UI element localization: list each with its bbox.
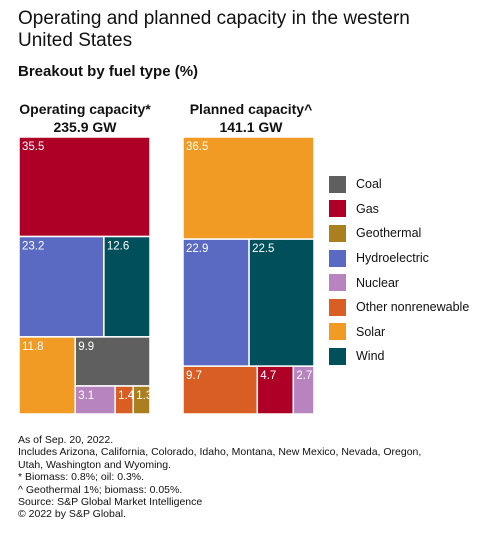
planned-cell-other-nonrenewable xyxy=(182,365,259,415)
legend: Coal Gas Geothermal Hydroelectric Nuclea… xyxy=(329,172,469,369)
footnote-copyright: © 2022 by S&P Global. xyxy=(18,508,126,521)
legend-swatch-gas xyxy=(329,200,346,218)
planned-label-nuclear: 2.7 xyxy=(296,370,312,382)
legend-swatch-wind xyxy=(329,347,346,365)
operating-label-nuclear: 3.1 xyxy=(78,390,94,402)
legend-label-geothermal: Geothermal xyxy=(356,226,422,241)
legend-swatch-hydroelectric xyxy=(329,249,346,267)
operating-label-geothermal: 1.3 xyxy=(136,390,152,402)
operating-cell-wind xyxy=(103,235,151,338)
operating-label-hydroelectric: 23.2 xyxy=(22,241,44,253)
legend-item-geothermal: Geothermal xyxy=(329,221,469,246)
legend-swatch-coal xyxy=(329,175,346,193)
footnote-date: As of Sep. 20, 2022. xyxy=(18,434,114,446)
planned-label-solar: 36.5 xyxy=(186,141,208,153)
legend-label-solar: Solar xyxy=(356,324,386,339)
planned-cell-gas xyxy=(256,365,295,415)
operating-cell-gas xyxy=(18,136,151,238)
operating-label-gas: 35.5 xyxy=(22,141,44,153)
planned-cell-hydroelectric xyxy=(182,238,250,367)
legend-label-nuclear: Nuclear xyxy=(356,275,400,290)
legend-item-coal: Coal xyxy=(329,172,469,197)
operating-label-solar: 11.8 xyxy=(22,341,44,353)
footnote-planned: ^ Geothermal 1%; biomass: 0.05%. xyxy=(18,483,183,496)
planned-header: Planned capacity^ 141.1 GW xyxy=(166,100,336,136)
planned-title: Planned capacity^ xyxy=(189,101,313,117)
legend-label-other-nonrenewable: Other nonrenewable xyxy=(356,300,470,315)
footnote-states-line1: Includes Arizona, California, Colorado, … xyxy=(18,446,422,459)
legend-swatch-other-nonrenewable xyxy=(329,298,346,316)
legend-label-coal: Coal xyxy=(356,177,382,192)
planned-label-gas: 4.7 xyxy=(260,370,276,382)
operating-label-other-nonrenewable: 1.4 xyxy=(118,390,135,402)
operating-cell-solar xyxy=(18,336,76,415)
planned-cell-wind xyxy=(248,238,315,367)
legend-item-gas: Gas xyxy=(329,197,469,222)
legend-label-hydroelectric: Hydroelectric xyxy=(356,251,429,266)
legend-swatch-geothermal xyxy=(329,224,346,242)
planned-label-hydroelectric: 22.9 xyxy=(186,243,208,255)
planned-label-wind: 22.5 xyxy=(252,243,274,255)
planned-cell-solar xyxy=(182,136,315,240)
operating-cell-geothermal xyxy=(132,385,151,415)
legend-swatch-solar xyxy=(329,323,346,341)
planned-total: 141.1 GW xyxy=(219,119,283,135)
planned-cell-nuclear xyxy=(292,365,315,415)
footnote-states-line2: Utah, Washington and Wyoming. xyxy=(18,458,172,471)
operating-label-wind: 12.6 xyxy=(107,241,129,253)
legend-item-wind: Wind xyxy=(329,344,469,369)
chart-subtitle: Breakout by fuel type (%) xyxy=(18,63,199,80)
legend-label-gas: Gas xyxy=(356,201,379,216)
legend-item-hydroelectric: Hydroelectric xyxy=(329,246,469,271)
operating-title: Operating capacity* xyxy=(19,101,151,117)
planned-label-other-nonrenewable: 9.7 xyxy=(186,370,202,382)
legend-item-solar: Solar xyxy=(329,320,469,345)
legend-item-other-nonrenewable: Other nonrenewable xyxy=(329,295,469,320)
footnote-operating: * Biomass: 0.8%; oil: 0.3%. xyxy=(18,471,145,484)
chart-title: Operating and planned capacity in the we… xyxy=(18,8,410,51)
operating-cell-coal xyxy=(74,336,151,387)
legend-label-wind: Wind xyxy=(356,349,385,364)
footnote-source: Source: S&P Global Market Intelligence xyxy=(18,496,203,509)
operating-header: Operating capacity* 235.9 GW xyxy=(0,100,170,136)
operating-label-coal: 9.9 xyxy=(78,341,94,353)
legend-item-nuclear: Nuclear xyxy=(329,270,469,295)
footnotes: As of Sep. 20, 2022. Includes Arizona, C… xyxy=(18,434,468,521)
operating-total: 235.9 GW xyxy=(53,119,117,135)
legend-swatch-nuclear xyxy=(329,274,346,292)
